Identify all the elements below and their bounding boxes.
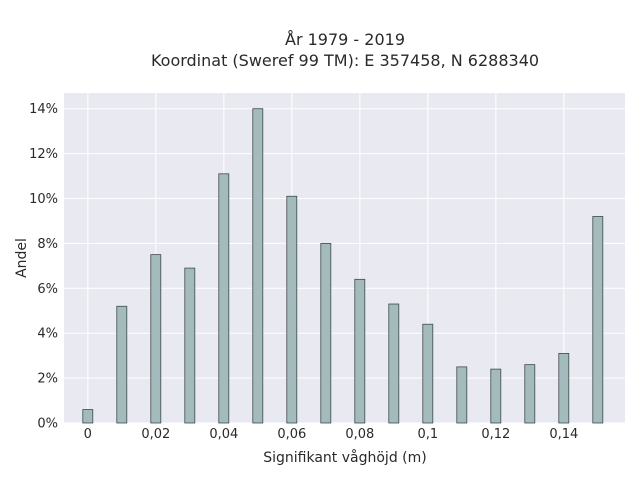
bar — [354, 278, 366, 424]
bar — [320, 243, 332, 424]
y-tick-label: 14% — [29, 102, 58, 117]
x-tick-label: 0,1 — [417, 427, 438, 442]
bar — [592, 216, 604, 424]
y-tick-label: 6% — [37, 282, 58, 297]
bar — [456, 366, 468, 424]
x-tick-label: 0,02 — [141, 427, 170, 442]
y-tick-label: 10% — [29, 192, 58, 207]
bar — [218, 173, 230, 424]
bar — [422, 323, 434, 424]
x-axis-label: Signifikant våghöjd (m) — [263, 449, 426, 466]
x-tick-label: 0 — [84, 427, 92, 442]
y-tick-label: 4% — [37, 327, 58, 342]
x-tick-label: 0,04 — [209, 427, 238, 442]
bar — [150, 254, 162, 424]
y-tick-label: 12% — [29, 147, 58, 162]
bar — [558, 353, 570, 424]
bar — [524, 364, 536, 424]
y-tick-label: 2% — [37, 372, 58, 387]
y-axis-label: Andel — [14, 238, 30, 278]
x-tick-label: 0,06 — [277, 427, 306, 442]
bars — [82, 108, 604, 424]
y-tick-label: 0% — [37, 417, 58, 432]
x-tick-label: 0,08 — [345, 427, 374, 442]
bar — [388, 303, 400, 424]
y-tick-label: 8% — [37, 237, 58, 252]
y-axis-ticks: 0% 2% 4% 6% 8% 10% 12% 14% — [29, 102, 58, 431]
chart-title-line1: År 1979 - 2019 — [285, 30, 405, 49]
bar — [252, 108, 264, 424]
chart-title-line2: Koordinat (Sweref 99 TM): E 357458, N 62… — [151, 51, 539, 70]
plot-area — [64, 93, 625, 423]
bar — [116, 305, 128, 424]
bar — [82, 409, 94, 424]
x-tick-label: 0,12 — [481, 427, 510, 442]
bar — [184, 267, 196, 424]
x-tick-label: 0,14 — [549, 427, 578, 442]
bar — [286, 195, 298, 424]
x-axis-ticks: 0 0,02 0,04 0,06 0,08 0,1 0,12 0,14 — [84, 427, 579, 442]
bar — [490, 368, 502, 424]
